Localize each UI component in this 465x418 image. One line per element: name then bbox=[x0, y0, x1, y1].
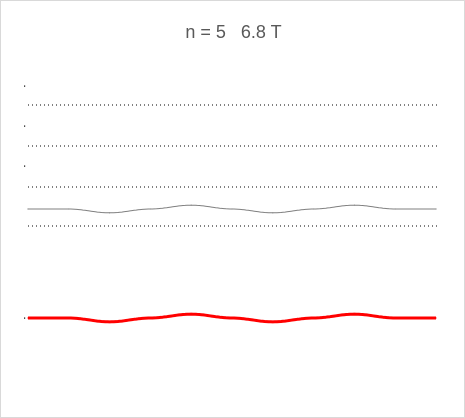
series-2-point bbox=[313, 317, 315, 319]
series-1-point bbox=[27, 208, 29, 210]
series-1-point bbox=[231, 208, 233, 210]
series-2-point bbox=[68, 317, 70, 319]
series-1-point bbox=[353, 204, 355, 206]
series-2-point bbox=[27, 317, 29, 319]
axis-tick-mark bbox=[24, 165, 26, 167]
series-1-point bbox=[68, 208, 70, 210]
series-2-point bbox=[109, 321, 111, 323]
chart-title: n = 5 6.8 T bbox=[185, 22, 282, 42]
series-1-point bbox=[313, 208, 315, 210]
series-2-point bbox=[190, 313, 192, 315]
series-2-point bbox=[149, 317, 151, 319]
series-2-point bbox=[231, 317, 233, 319]
series-1-point bbox=[272, 212, 274, 214]
axis-tick-mark bbox=[24, 317, 26, 319]
axis-tick-mark bbox=[24, 125, 26, 127]
axis-tick-mark bbox=[24, 85, 26, 87]
series-1-point bbox=[109, 212, 111, 214]
series-1-point bbox=[435, 208, 437, 210]
series-2-point bbox=[272, 321, 274, 323]
series-2-point bbox=[394, 317, 396, 319]
series-2-point bbox=[435, 317, 437, 319]
series-1-point bbox=[190, 204, 192, 206]
series-2-point bbox=[353, 313, 355, 315]
series-1-point bbox=[149, 208, 151, 210]
series-1-point bbox=[394, 208, 396, 210]
